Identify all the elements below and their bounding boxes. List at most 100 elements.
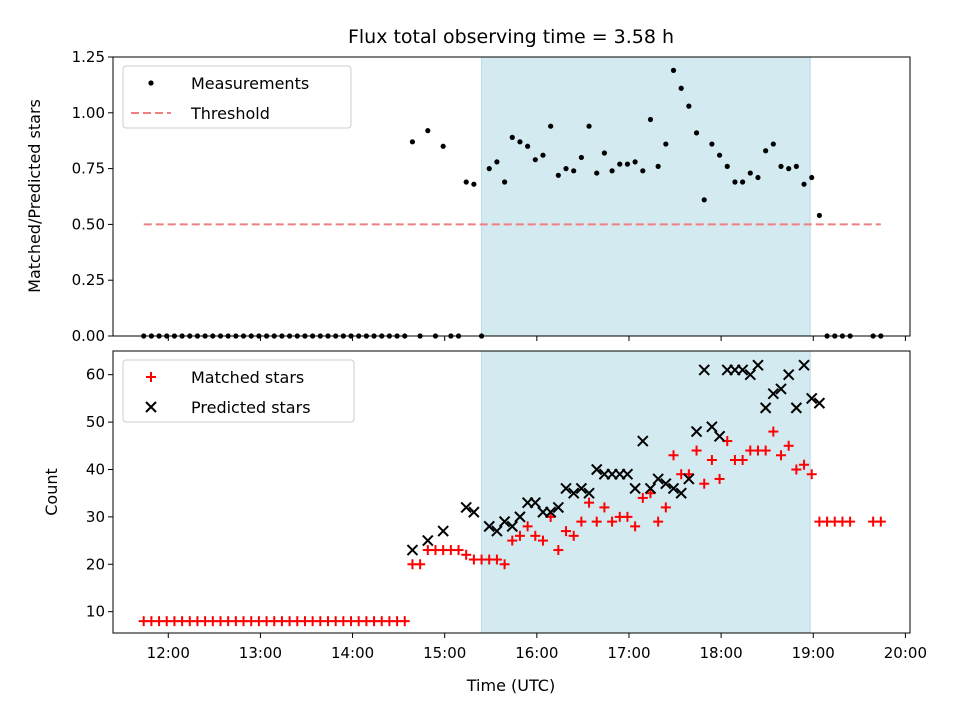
top-y-ticks: 0.00 0.25 0.50 0.75 1.00 1.25 [72, 48, 113, 345]
y-tick-label: 1.00 [72, 104, 105, 122]
predicted-star-point [713, 430, 726, 443]
predicted-star-point [460, 501, 472, 514]
predicted-star-point [690, 425, 703, 438]
measurement-point [594, 170, 600, 176]
legend-label: Measurements [191, 74, 309, 93]
predicted-star-point [529, 496, 542, 509]
measurement-point [693, 130, 700, 136]
measurement-point [816, 212, 822, 219]
measurement-point [647, 116, 654, 123]
predicted-star-point [468, 506, 480, 518]
measurement-point [494, 159, 500, 165]
predicted-star-point [621, 468, 634, 480]
legend-box [122, 359, 355, 423]
measurement-point [632, 159, 638, 165]
predicted-star-point [660, 477, 672, 490]
matched-star-point [660, 502, 671, 513]
predicted-star-point [759, 402, 772, 414]
measurement-point [540, 152, 546, 158]
legend-measurements-swatch [148, 80, 154, 86]
bottom-plot-marks [138, 359, 886, 627]
matched-star-point [499, 559, 510, 570]
measurement-point [555, 172, 561, 178]
y-tick-label: 30 [86, 508, 105, 526]
predicted-star-point [652, 473, 664, 485]
measurement-point [617, 161, 623, 167]
matched-star-point [537, 535, 548, 546]
top-axes-frame [112, 56, 911, 337]
matched-star-point [530, 530, 541, 541]
measurement-point [425, 128, 431, 134]
measurement-point [509, 134, 515, 140]
matched-star-point [576, 516, 587, 527]
measurement-point [624, 161, 631, 167]
predicted-star-point [514, 511, 526, 523]
y-tick-label: 1.25 [72, 48, 105, 66]
measurement-point [440, 143, 446, 149]
measurement-point [732, 179, 738, 185]
measurement-point [471, 181, 477, 187]
matched-star-point [791, 464, 802, 475]
matched-star-point [522, 521, 533, 532]
matched-star-point [453, 545, 464, 556]
predicted-star-point [767, 387, 780, 400]
matched-star-point [691, 445, 702, 456]
y-tick-label: 60 [86, 366, 105, 384]
matched-star-point [415, 559, 426, 570]
measurement-point [578, 154, 584, 161]
x-tick-label: 19:00 [792, 644, 835, 662]
measurement-point [809, 174, 815, 181]
predicted-star-point [506, 520, 518, 533]
matched-star-point [514, 530, 525, 541]
measurement-point [678, 85, 684, 91]
predicted-star-point [667, 482, 680, 495]
matched-star-point [622, 511, 633, 522]
measurement-point [663, 141, 669, 147]
matched-star-point [760, 445, 771, 456]
measurement-point [755, 174, 761, 181]
y-tick-label: 0.25 [72, 271, 105, 289]
predicted-star-point [752, 359, 764, 371]
predicted-star-point [706, 421, 718, 433]
measurement-point [486, 166, 492, 172]
matched-star-point [668, 450, 679, 461]
measurement-point [563, 166, 569, 172]
matched-star-point [599, 502, 610, 513]
predicted-star-point [806, 392, 818, 405]
matched-star-point [783, 440, 794, 451]
matched-star-point [737, 455, 748, 466]
measurement-point [801, 181, 807, 187]
predicted-star-point [790, 402, 803, 414]
predicted-star-point [560, 482, 572, 495]
measurement-point [770, 141, 776, 147]
top-panel: 0.00 0.25 0.50 0.75 1.00 1.25 Flux total obse… [25, 26, 911, 345]
legend-predicted-swatch [145, 401, 157, 413]
x-tick-label: 18:00 [699, 644, 742, 662]
measurement-point [525, 143, 531, 149]
bottom-panel: 10 20 30 40 50 60 12:00 13:00 14:00 15:00 16:00 17… [42, 350, 927, 695]
measurement-point [463, 179, 469, 185]
predicted-star-point [637, 435, 649, 447]
top-shaded-region [481, 57, 811, 336]
x-tick-label: 17:00 [607, 644, 650, 662]
matched-star-point [799, 459, 810, 470]
legend-label: Matched stars [191, 368, 304, 387]
predicted-star-point [422, 534, 434, 547]
matched-star-point [776, 450, 787, 461]
x-axis-label: Time (UTC) [466, 676, 555, 695]
measurement-point [763, 148, 769, 154]
bottom-x-ticks: 12:00 13:00 14:00 15:00 16:00 17:00 18:00 19:00… [147, 633, 927, 662]
matched-star-point [399, 616, 410, 627]
measurement-point [609, 168, 615, 174]
measurement-point [670, 67, 677, 73]
measurement-point [548, 123, 554, 129]
matched-star-point [653, 516, 664, 527]
predicted-star-point [567, 487, 580, 499]
chart-title: Flux total observing time = 3.58 h [348, 26, 674, 48]
measurement-point [747, 170, 753, 176]
matched-star-point [630, 521, 641, 532]
y-tick-label: 10 [86, 603, 105, 621]
bottom-legend: Matched stars Predicted stars [122, 359, 355, 423]
measurement-point [740, 179, 746, 185]
measurement-point [586, 123, 592, 129]
